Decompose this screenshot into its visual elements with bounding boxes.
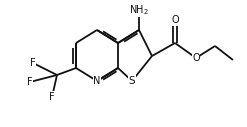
Text: N: N [93,76,101,86]
Text: F: F [27,77,33,87]
Text: S: S [129,76,135,86]
Text: F: F [49,92,55,102]
Text: F: F [30,58,36,68]
Text: NH$_2$: NH$_2$ [129,3,149,17]
Text: O: O [192,53,200,63]
Text: O: O [171,15,179,25]
